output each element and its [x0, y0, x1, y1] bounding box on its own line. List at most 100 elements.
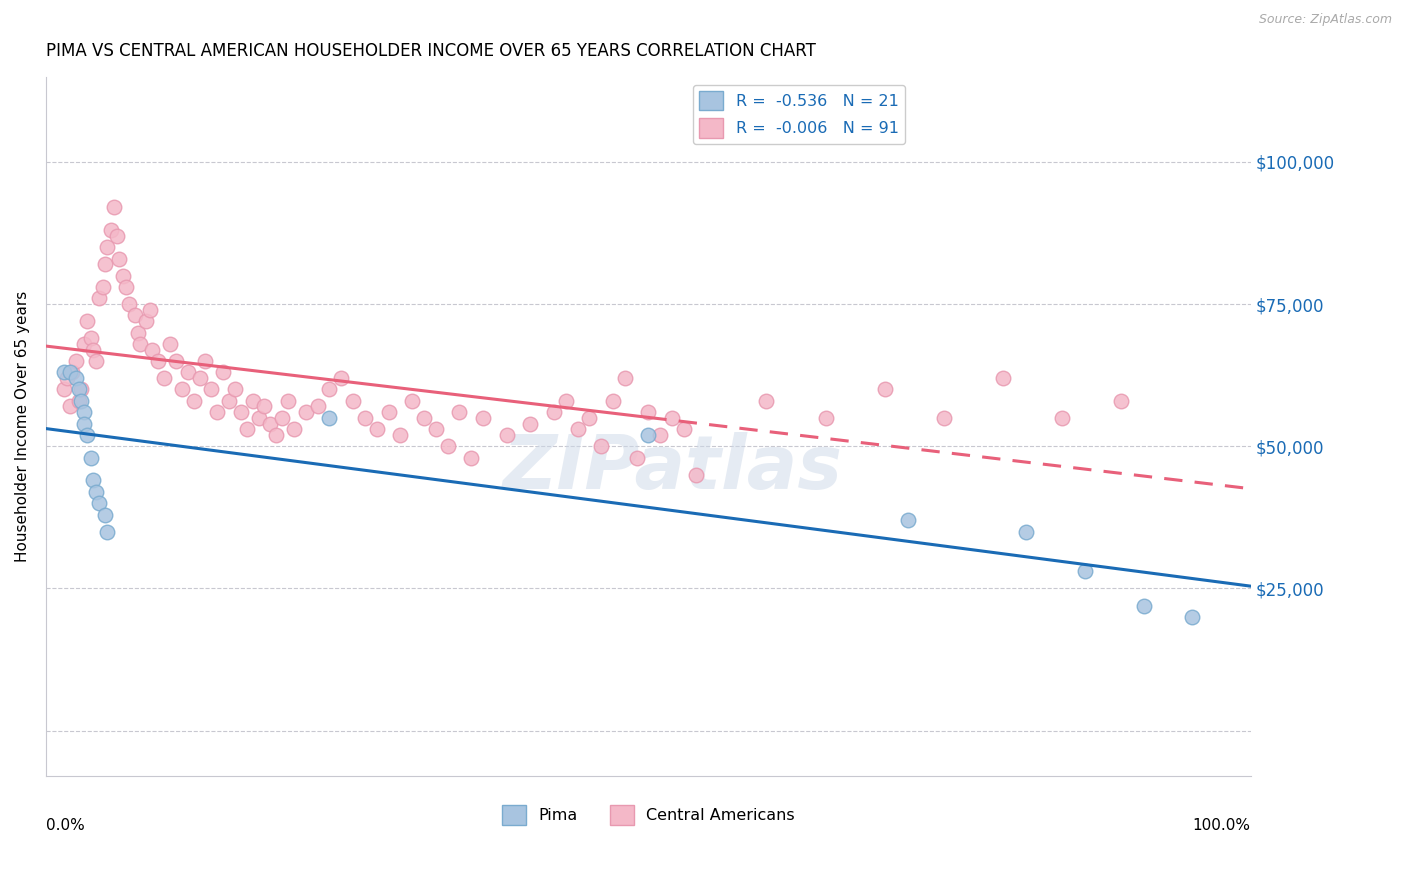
Point: [135, 314, 157, 328]
Point: [65, 371, 87, 385]
Point: [108, 252, 131, 266]
Point: [80, 450, 103, 465]
Point: [637, 405, 659, 419]
Point: [94, 257, 117, 271]
Point: [637, 428, 659, 442]
Point: [436, 439, 458, 453]
Point: [188, 371, 211, 385]
Point: [543, 405, 565, 419]
Point: [354, 410, 377, 425]
Point: [67, 383, 90, 397]
Point: [115, 280, 138, 294]
Point: [52, 365, 75, 379]
Point: [103, 201, 125, 215]
Point: [672, 422, 695, 436]
Point: [218, 393, 240, 408]
Point: [100, 223, 122, 237]
Point: [94, 508, 117, 522]
Point: [755, 393, 778, 408]
Point: [650, 428, 672, 442]
Point: [449, 405, 471, 419]
Point: [159, 337, 181, 351]
Legend: Pima, Central Americans: Pima, Central Americans: [495, 799, 801, 831]
Point: [170, 383, 193, 397]
Point: [229, 405, 252, 419]
Point: [1181, 610, 1204, 624]
Point: [89, 496, 111, 510]
Text: 0.0%: 0.0%: [46, 818, 84, 833]
Point: [342, 393, 364, 408]
Point: [554, 393, 576, 408]
Point: [377, 405, 399, 419]
Point: [460, 450, 482, 465]
Point: [73, 405, 96, 419]
Point: [91, 280, 114, 294]
Point: [283, 422, 305, 436]
Point: [247, 410, 270, 425]
Point: [1109, 393, 1132, 408]
Point: [96, 240, 118, 254]
Point: [814, 410, 837, 425]
Text: 100.0%: 100.0%: [1192, 818, 1251, 833]
Point: [1074, 565, 1097, 579]
Point: [105, 228, 128, 243]
Point: [1133, 599, 1156, 613]
Point: [58, 400, 80, 414]
Point: [73, 337, 96, 351]
Point: [84, 354, 107, 368]
Point: [897, 513, 920, 527]
Point: [141, 343, 163, 357]
Point: [613, 371, 636, 385]
Text: ZIPatlas: ZIPatlas: [502, 432, 842, 505]
Point: [242, 393, 264, 408]
Point: [236, 422, 259, 436]
Point: [73, 417, 96, 431]
Point: [52, 383, 75, 397]
Point: [602, 393, 624, 408]
Point: [495, 428, 517, 442]
Point: [84, 484, 107, 499]
Point: [207, 405, 229, 419]
Point: [60, 365, 83, 379]
Point: [89, 292, 111, 306]
Point: [519, 417, 541, 431]
Point: [425, 422, 447, 436]
Point: [591, 439, 613, 453]
Text: PIMA VS CENTRAL AMERICAN HOUSEHOLDER INCOME OVER 65 YEARS CORRELATION CHART: PIMA VS CENTRAL AMERICAN HOUSEHOLDER INC…: [46, 42, 815, 60]
Point: [873, 383, 896, 397]
Point: [70, 393, 93, 408]
Point: [67, 393, 90, 408]
Point: [685, 467, 707, 482]
Point: [472, 410, 495, 425]
Point: [1015, 524, 1038, 539]
Point: [124, 309, 146, 323]
Point: [295, 405, 318, 419]
Point: [165, 354, 187, 368]
Point: [401, 393, 423, 408]
Point: [56, 371, 79, 385]
Point: [318, 383, 340, 397]
Point: [330, 371, 353, 385]
Point: [661, 410, 683, 425]
Point: [82, 343, 104, 357]
Point: [224, 383, 246, 397]
Point: [70, 383, 93, 397]
Point: [389, 428, 412, 442]
Point: [177, 365, 200, 379]
Point: [266, 428, 288, 442]
Point: [80, 331, 103, 345]
Point: [129, 337, 152, 351]
Point: [148, 354, 170, 368]
Point: [626, 450, 648, 465]
Point: [318, 410, 340, 425]
Point: [253, 400, 276, 414]
Point: [96, 524, 118, 539]
Point: [259, 417, 281, 431]
Point: [82, 474, 104, 488]
Point: [366, 422, 388, 436]
Point: [567, 422, 589, 436]
Point: [932, 410, 955, 425]
Point: [212, 365, 235, 379]
Point: [76, 428, 98, 442]
Point: [991, 371, 1014, 385]
